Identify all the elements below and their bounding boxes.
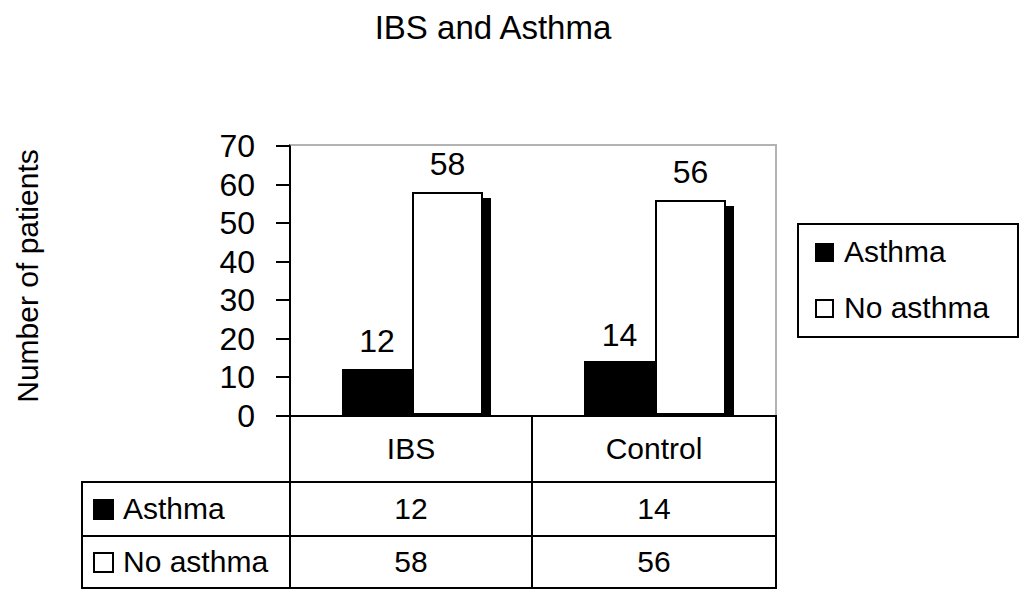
y-tick-label-30: 30 [140, 282, 255, 318]
data-label-no-asthma-ibs: 58 [412, 146, 483, 182]
category-header-control: Control [533, 417, 775, 481]
bar-no-asthma-control [655, 200, 726, 415]
table-value-asthma-ibs: 12 [291, 483, 531, 535]
y-tick-label-60: 60 [140, 167, 255, 203]
y-tick-mark [276, 261, 289, 263]
table-line [775, 415, 777, 589]
y-tick-label-10: 10 [140, 359, 255, 395]
y-tick-label-40: 40 [140, 244, 255, 280]
table-line [81, 587, 777, 589]
legend-item-no-asthma: No asthma [815, 289, 989, 327]
y-axis-label: Number of patients [8, 126, 48, 426]
table-value-no-asthma-ibs: 58 [291, 537, 531, 587]
legend-label: Asthma [844, 235, 946, 269]
legend-label: No asthma [844, 291, 989, 325]
data-label-asthma-ibs: 12 [342, 323, 412, 359]
legend-swatch-no-asthma-icon [815, 299, 834, 318]
table-value-asthma-control: 14 [533, 483, 775, 535]
y-tick-mark [276, 376, 289, 378]
chart-canvas: IBS and Asthma Number of patients 0 10 2… [0, 0, 1036, 602]
legend: Asthma No asthma [797, 223, 1019, 338]
y-tick-mark [276, 145, 289, 147]
data-label-asthma-control: 14 [584, 317, 655, 353]
table-row-label-text: Asthma [123, 492, 225, 526]
chart-title: IBS and Asthma [0, 8, 986, 48]
bar-asthma-ibs [342, 369, 412, 415]
y-tick-mark [276, 222, 289, 224]
y-tick-label-20: 20 [140, 321, 255, 357]
no-asthma-series-swatch-icon [93, 552, 114, 573]
table-row-label-asthma: Asthma [83, 483, 289, 535]
table-value-no-asthma-control: 56 [533, 537, 775, 587]
asthma-series-swatch-icon [93, 499, 114, 520]
bar-shadow [726, 206, 734, 415]
bar-asthma-control [584, 361, 655, 415]
y-tick-label-50: 50 [140, 205, 255, 241]
data-label-no-asthma-control: 56 [655, 154, 726, 190]
y-tick-mark [276, 299, 289, 301]
y-tick-mark [276, 184, 289, 186]
legend-swatch-asthma-icon [815, 243, 834, 262]
y-tick-mark [276, 338, 289, 340]
category-header-ibs: IBS [291, 417, 531, 481]
y-tick-label-0: 0 [140, 398, 255, 434]
legend-item-asthma: Asthma [815, 233, 946, 271]
bar-no-asthma-ibs [412, 192, 483, 415]
bar-shadow [483, 198, 491, 415]
y-tick-mark [276, 415, 289, 417]
y-tick-label-70: 70 [140, 128, 255, 164]
table-row-label-text: No asthma [123, 545, 268, 579]
table-row-label-no-asthma: No asthma [83, 537, 289, 587]
